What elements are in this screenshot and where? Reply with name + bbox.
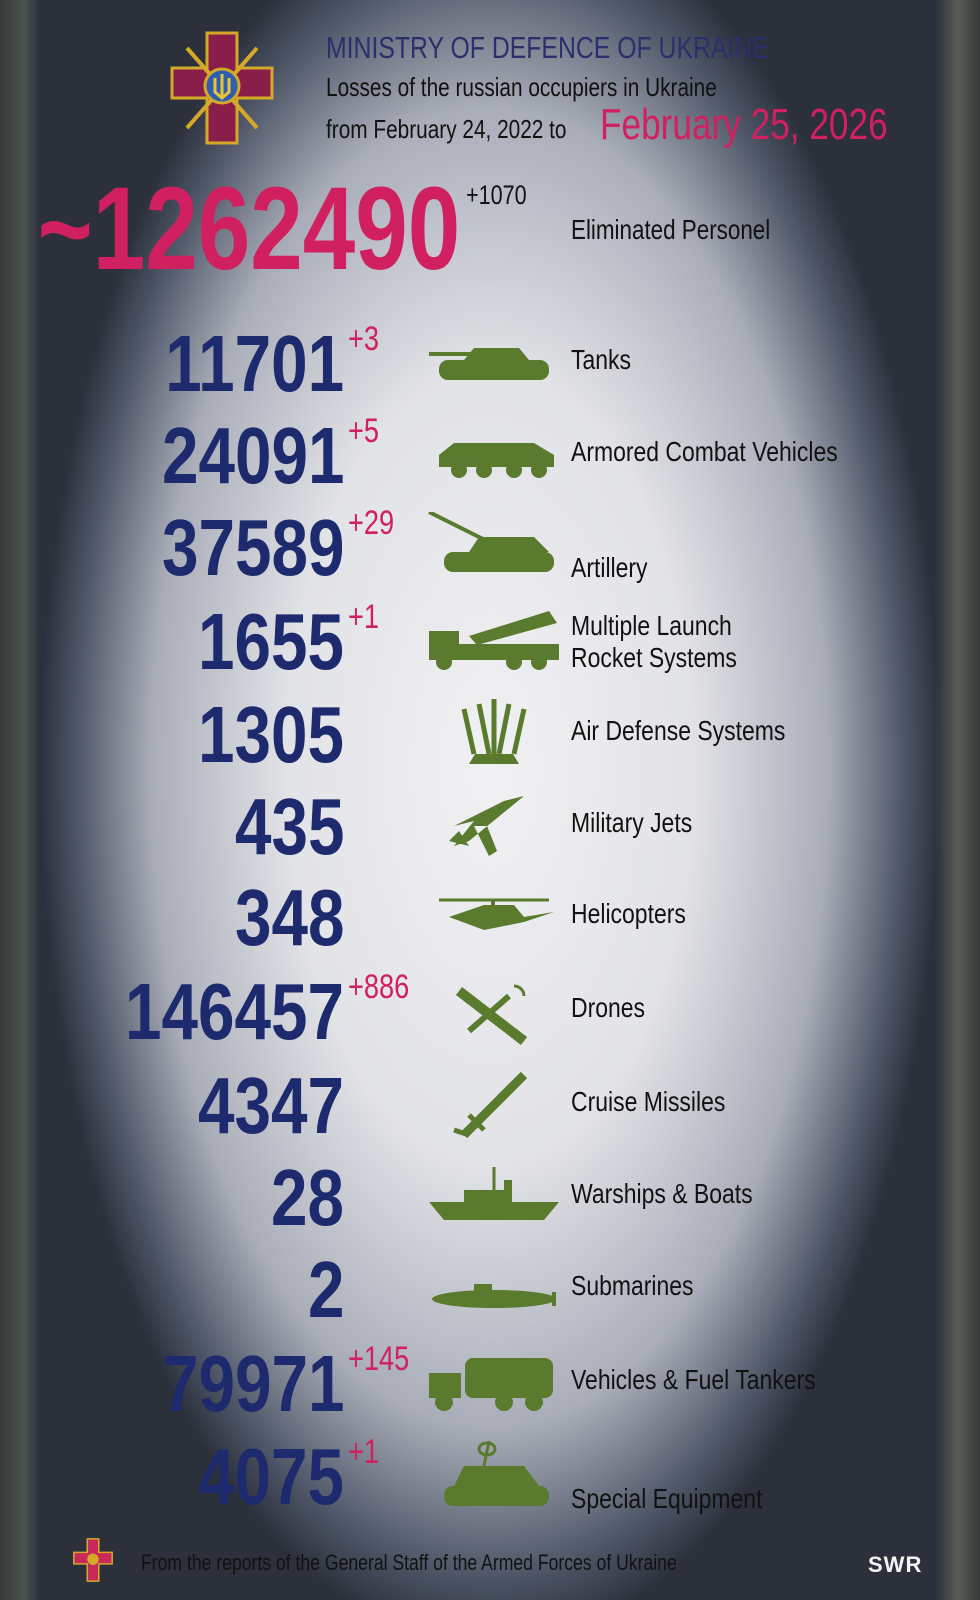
helicopter-icon (439, 898, 554, 930)
loss-label: Helicopters (571, 898, 686, 929)
loss-label: Vehicles & Fuel Tankers (571, 1364, 816, 1395)
loss-label: Artillery (571, 552, 648, 583)
loss-label: Submarines (571, 1270, 694, 1301)
warship-icon (429, 1167, 559, 1220)
loss-value: 435 (234, 782, 344, 871)
loss-label: Armored Combat Vehicles (571, 436, 838, 467)
loss-value: 2 (307, 1245, 344, 1334)
armored-vehicle-icon (439, 443, 554, 478)
loss-value: 28 (271, 1153, 344, 1242)
loss-value: 79971 (161, 1339, 344, 1428)
drone-icon (455, 984, 528, 1045)
loss-value: 146457 (125, 967, 344, 1056)
loss-row: 4075 +1 Special Equipment (0, 1431, 980, 1521)
loss-row: 28 Warships & Boats (0, 1152, 980, 1242)
submarine-icon (432, 1284, 556, 1308)
period-prefix: from February 24, 2022 to (326, 114, 567, 144)
loss-row: 24091 +5 Armored Combat Vehicles (0, 410, 980, 500)
loss-row: 348 Helicopters (0, 872, 980, 962)
loss-label: Warships & Boats (571, 1178, 753, 1209)
left-border-texture (0, 0, 40, 1600)
loss-value: 4347 (198, 1061, 344, 1150)
loss-label: Special Equipment (571, 1483, 763, 1514)
loss-delta: +1 (348, 1433, 380, 1471)
loss-value: 37589 (161, 503, 344, 592)
subtitle: Losses of the russian occupiers in Ukrai… (326, 72, 717, 102)
special-equipment-icon (444, 1441, 549, 1506)
loss-row: 146457 +886 Drones (0, 966, 980, 1056)
loss-delta: +3 (348, 320, 380, 358)
loss-row: 2 Submarines (0, 1244, 980, 1334)
loss-row: 1655 +1 Multiple Launch Rocket Systems (0, 596, 980, 686)
ministry-emblem-icon (170, 31, 274, 145)
loss-value: 348 (234, 873, 344, 962)
loss-row: 37589 +29 Artillery (0, 502, 980, 592)
loss-value: 1305 (198, 690, 344, 779)
truck-icon (429, 1358, 553, 1411)
personnel-delta: +1070 (466, 180, 527, 210)
artillery-icon (428, 512, 554, 572)
loss-delta: +29 (348, 504, 395, 542)
rocket-launcher-icon (429, 611, 559, 670)
loss-row: 1305 Air Defense Systems (0, 689, 980, 779)
personnel-label: Eliminated Personel (571, 214, 771, 245)
report-date: February 25, 2026 (600, 100, 888, 149)
air-defense-icon (461, 699, 527, 764)
loss-label: Military Jets (571, 807, 693, 838)
jet-icon (449, 796, 524, 856)
loss-delta: +145 (348, 1340, 410, 1378)
loss-value: 1655 (198, 597, 344, 686)
ministry-title: MINISTRY OF DEFENCE OF UKRAINE (326, 30, 769, 65)
missile-icon (453, 1071, 528, 1139)
loss-row: 79971 +145 Vehicles & Fuel Tankers (0, 1338, 980, 1428)
tank-icon (429, 348, 549, 380)
loss-value: 11701 (165, 319, 344, 408)
loss-value: 4075 (198, 1432, 344, 1521)
loss-label: Cruise Missiles (571, 1086, 726, 1117)
loss-delta: +5 (348, 412, 380, 450)
loss-label: Tanks (571, 344, 631, 375)
loss-value: 24091 (161, 411, 344, 500)
loss-delta: +886 (348, 968, 410, 1006)
right-border-texture (935, 0, 980, 1600)
footer-source: From the reports of the General Staff of… (141, 1550, 677, 1575)
loss-label: Air Defense Systems (571, 715, 786, 746)
brand-logo: SWR (868, 1552, 923, 1577)
loss-row: 4347 Cruise Missiles (0, 1060, 980, 1150)
personnel-value: ~1262490 (37, 163, 460, 295)
loss-row: 11701 +3 Tanks (0, 318, 980, 408)
footer-emblem-icon (73, 1538, 113, 1582)
loss-label: Drones (571, 992, 646, 1023)
loss-label: Multiple Launch Rocket Systems (571, 610, 737, 673)
loss-delta: +1 (348, 598, 380, 636)
loss-row: 435 Military Jets (0, 781, 980, 871)
